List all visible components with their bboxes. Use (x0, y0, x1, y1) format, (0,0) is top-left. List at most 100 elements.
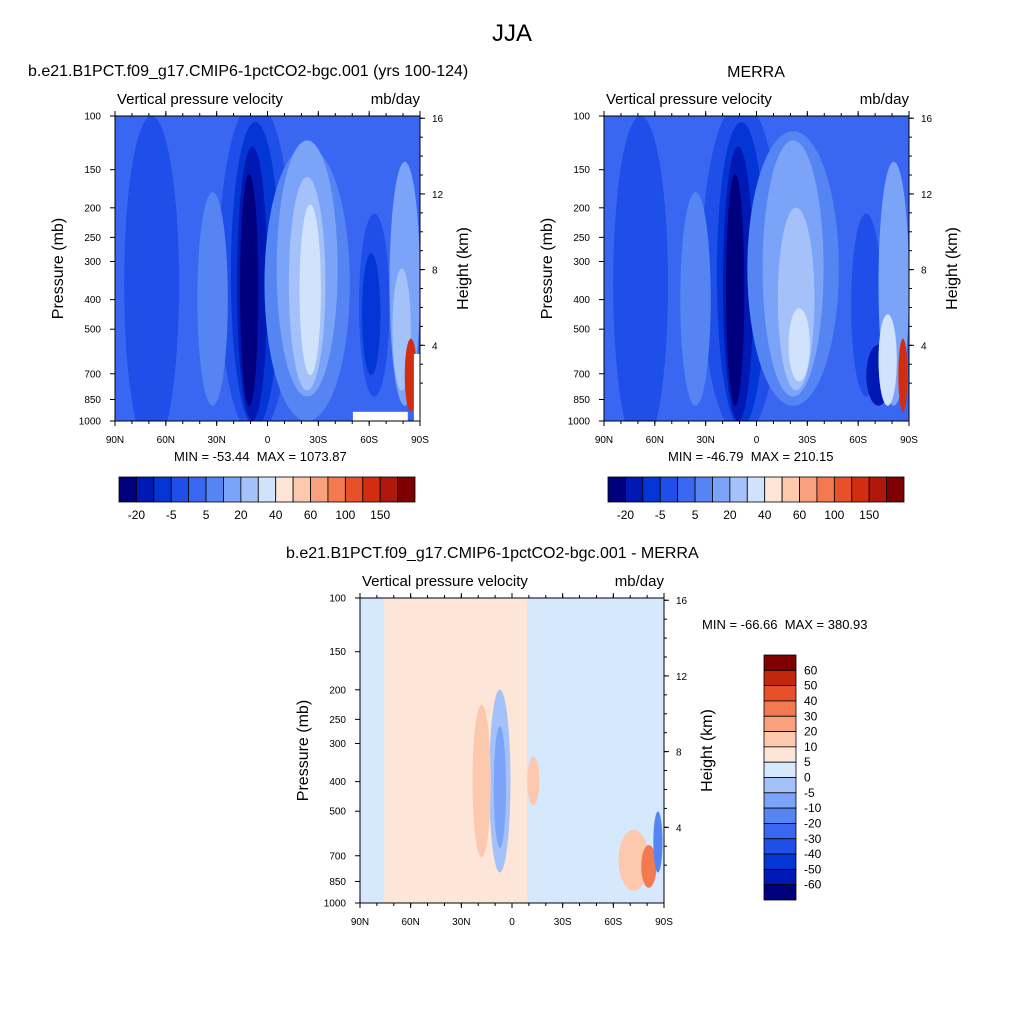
colorbar-box (118, 476, 137, 503)
colorbar-label: 40 (269, 508, 283, 522)
panel-title-model: b.e21.B1PCT.f09_g17.CMIP6-1pctCO2-bgc.00… (28, 63, 469, 80)
colorbar-box (799, 476, 818, 503)
minmax-diff: MIN = -66.66 MAX = 380.93 (702, 617, 868, 632)
colorbar-box (763, 868, 797, 886)
colorbar-box (763, 792, 797, 809)
contour-band (299, 204, 321, 376)
y2-tick-label: 4 (921, 341, 927, 352)
contour-band (472, 704, 491, 858)
y-axis-label: Pressure (mb) (295, 700, 312, 801)
y-tick-label: 250 (573, 233, 590, 244)
contour-band (493, 726, 506, 849)
x-tick-label: 0 (509, 917, 515, 928)
colorbar-box (763, 715, 797, 732)
colorbar-box (712, 476, 731, 503)
y-tick-label: 100 (329, 594, 346, 605)
y2-tick-label: 4 (676, 823, 682, 834)
right-string: mb/day (860, 91, 910, 108)
colorbar-box (729, 476, 748, 503)
min-text-obs: MIN = -46.79 (668, 449, 744, 464)
colorbar-box (136, 476, 155, 503)
y-tick-label: 500 (329, 807, 346, 818)
y-tick-label: 1000 (568, 417, 591, 428)
y2-tick-label: 4 (432, 341, 438, 352)
x-tick-label: 90N (351, 917, 369, 928)
y-tick-label: 700 (84, 369, 101, 380)
contour-band (613, 116, 669, 421)
colorbar-box (642, 476, 661, 503)
colorbar-box (833, 476, 853, 503)
colorbar-box (327, 476, 346, 503)
field-0 (115, 116, 420, 421)
y2-tick-label: 16 (921, 114, 933, 125)
field-1 (604, 116, 909, 421)
y2-tick-label: 16 (676, 596, 688, 607)
y-axis-label: Pressure (mb) (50, 218, 67, 319)
colorbar-box (344, 476, 364, 503)
max-text-model: MAX = 1073.87 (256, 449, 347, 464)
left-string: Vertical pressure velocity (606, 91, 772, 108)
contour-band (124, 116, 180, 421)
colorbar-label: -5 (655, 508, 666, 522)
y2-tick-label: 8 (676, 748, 682, 759)
colorbar-box (763, 700, 797, 717)
x-tick-label: 90S (900, 435, 918, 446)
left-string: Vertical pressure velocity (362, 573, 528, 590)
y-tick-label: 700 (329, 851, 346, 862)
colorbar-label: 20 (804, 725, 818, 739)
colorbar-box (763, 807, 797, 824)
colorbar-label: 100 (824, 508, 844, 522)
contour-band (413, 353, 420, 421)
colorbar-box (205, 476, 224, 503)
contour-band (726, 173, 745, 406)
minmax-model: MIN = -53.44 MAX = 1073.87 (174, 449, 347, 464)
colorbar-box (397, 476, 416, 503)
colorbar-box (763, 823, 797, 840)
y2-axis-label: Height (km) (944, 227, 961, 310)
panel-title-diff: b.e21.B1PCT.f09_g17.CMIP6-1pctCO2-bgc.00… (286, 545, 699, 562)
y-tick-label: 100 (84, 112, 101, 123)
colorbar-box (257, 476, 277, 503)
x-tick-label: 60S (849, 435, 867, 446)
colorbar-box (763, 731, 797, 748)
colorbar-box (763, 884, 797, 901)
colorbar-box (763, 685, 797, 702)
y-tick-label: 500 (573, 325, 590, 336)
x-tick-label: 0 (265, 435, 271, 446)
colorbar-label: 20 (234, 508, 248, 522)
y-tick-label: 200 (329, 685, 346, 696)
x-tick-label: 60S (360, 435, 378, 446)
x-tick-label: 30N (452, 917, 470, 928)
x-tick-label: 60N (401, 917, 419, 928)
figure-title: JJA (491, 20, 532, 47)
y-tick-label: 500 (84, 325, 101, 336)
y-tick-label: 1000 (324, 899, 347, 910)
colorbar-box (746, 476, 766, 503)
y-tick-label: 150 (329, 647, 346, 658)
x-tick-label: 30S (554, 917, 572, 928)
y-tick-label: 200 (573, 203, 590, 214)
y-tick-label: 250 (84, 233, 101, 244)
max-text-diff: MAX = 380.93 (784, 617, 868, 632)
colorbar-box (223, 476, 242, 503)
y-tick-label: 300 (84, 257, 101, 268)
minmax-obs: MIN = -46.79 MAX = 210.15 (668, 449, 834, 464)
x-tick-label: 90N (595, 435, 613, 446)
colorbar-label: -20 (617, 508, 635, 522)
contour-band (680, 192, 711, 406)
x-tick-label: 30S (798, 435, 816, 446)
colorbar-label: 50 (804, 679, 818, 693)
colorbar-box (677, 476, 696, 503)
colorbar-label: -10 (804, 801, 822, 815)
panel-title-obs: MERRA (727, 64, 785, 81)
colorbar-label: 150 (370, 508, 390, 522)
colorbar-label: 60 (793, 508, 807, 522)
colorbar-box (188, 476, 207, 503)
colorbar-box (153, 476, 172, 503)
y2-tick-label: 12 (676, 672, 688, 683)
colorbar-box (763, 761, 797, 778)
colorbar-box (379, 476, 398, 503)
colorbar-box (292, 476, 311, 503)
